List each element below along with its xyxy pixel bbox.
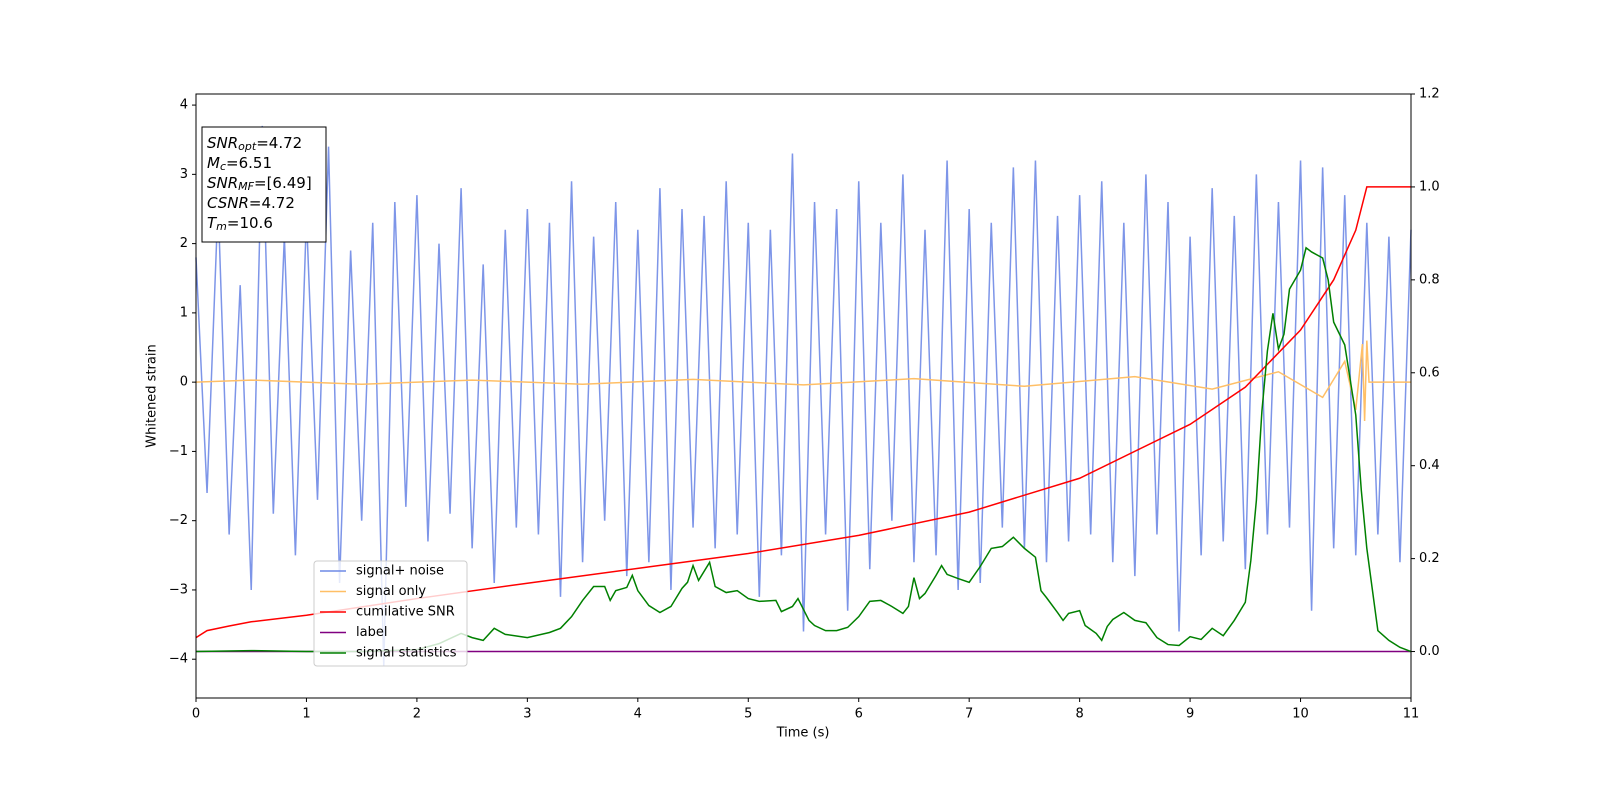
annotation-box — [201, 126, 327, 243]
x-tick-label: 0 — [192, 707, 200, 722]
x-tick-label: 11 — [1403, 707, 1420, 722]
x-tick-label: 2 — [413, 707, 421, 722]
y2-tick-label: 1.0 — [1419, 179, 1440, 194]
y2-tick-label: 0.8 — [1419, 272, 1440, 287]
y-tick-label: 4 — [180, 98, 188, 113]
x-tick-label: 9 — [1186, 707, 1194, 722]
legend-label: signal+ noise — [356, 564, 444, 579]
x-tick-label: 1 — [302, 707, 310, 722]
legend-label: label — [356, 625, 387, 640]
y-tick-label: 2 — [180, 236, 188, 251]
x-tick-label: 8 — [1075, 707, 1083, 722]
x-tick-label: 5 — [744, 707, 752, 722]
annotation-symbol: M — [207, 154, 220, 172]
y2-tick-label: 1.2 — [1419, 87, 1440, 102]
y-tick-label: 3 — [180, 167, 188, 182]
y-axis-label: Whitened strain — [145, 344, 160, 447]
annotation-value: =10.6 — [227, 214, 273, 232]
annotation-subscript: opt — [238, 140, 257, 153]
annotation-subscript: m — [216, 220, 227, 233]
x-axis-label: Time (s) — [776, 726, 830, 741]
annotation-value: =4.72 — [249, 194, 295, 212]
annotation-value: =[6.49] — [254, 174, 312, 192]
x-tick-label: 3 — [523, 707, 531, 722]
annotation-line: Mc=6.51 — [207, 154, 272, 174]
x-tick-label: 10 — [1292, 707, 1309, 722]
annotation-subscript: MF — [238, 180, 254, 193]
x-tick-label: 4 — [634, 707, 642, 722]
annotation-symbol: SNR — [207, 174, 238, 192]
y2-tick-label: 0.2 — [1419, 551, 1440, 566]
annotation-line: SNRopt=4.72 — [207, 134, 302, 154]
annotation-subscript: c — [220, 160, 226, 173]
legend-label: cumilative SNR — [356, 605, 455, 620]
annotation-line: CSNR=4.72 — [207, 194, 295, 212]
series-line — [195, 246, 1412, 653]
annotation-value: =6.51 — [226, 154, 272, 172]
x-tick-label: 7 — [965, 707, 973, 722]
y-tick-label: −3 — [169, 582, 188, 597]
legend-label: signal statistics — [356, 646, 457, 661]
annotation-line: Tm=10.6 — [207, 214, 273, 234]
y2-tick-label: 0.6 — [1419, 365, 1440, 380]
y-tick-label: −2 — [169, 513, 188, 528]
series-line — [195, 125, 1412, 667]
annotation-symbol: CSNR — [207, 194, 249, 212]
annotation-symbol: SNR — [207, 134, 238, 152]
annotation-line: SNRMF=[6.49] — [207, 174, 312, 194]
legend-box — [313, 560, 468, 667]
y-tick-label: −1 — [169, 444, 188, 459]
series-line — [195, 340, 1411, 421]
y-tick-label: 0 — [180, 375, 188, 390]
y-tick-label: 1 — [180, 305, 188, 320]
annotation-symbol: T — [207, 214, 218, 232]
y2-tick-label: 0.4 — [1419, 458, 1440, 473]
plot-frame — [195, 93, 1412, 699]
series-line — [195, 186, 1411, 639]
x-tick-label: 6 — [855, 707, 863, 722]
legend-label: signal only — [356, 584, 426, 599]
y-tick-label: −4 — [169, 652, 188, 667]
annotation-value: =4.72 — [256, 134, 302, 152]
y2-tick-label: 0.0 — [1419, 644, 1440, 659]
